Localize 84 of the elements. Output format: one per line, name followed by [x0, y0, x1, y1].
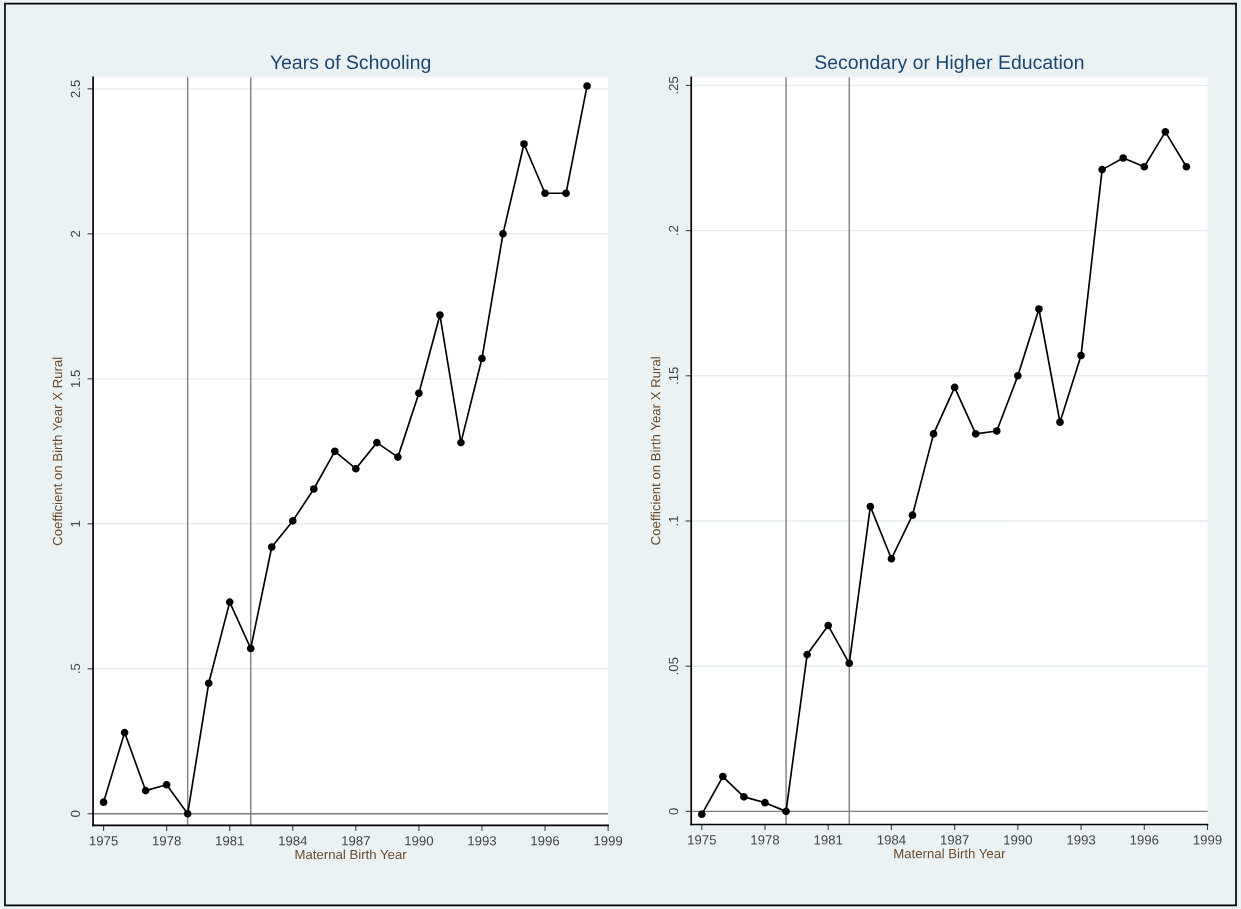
y-tick-label: .25 [668, 76, 679, 94]
y-tick-label: 2.5 [70, 80, 81, 98]
point [1056, 418, 1064, 427]
x-tick-label: 1978 [152, 836, 181, 846]
point [1035, 305, 1043, 313]
point [183, 809, 192, 818]
y-tick-label: .2 [668, 225, 679, 235]
point [141, 786, 150, 795]
y-tick-label: 1 [70, 520, 80, 527]
point [436, 311, 444, 319]
x-tick-label: 1999 [1193, 835, 1222, 845]
point [1161, 128, 1170, 136]
point [541, 189, 549, 198]
point [719, 772, 727, 781]
chart-title: Years of Schooling [270, 54, 431, 73]
point [1182, 162, 1191, 171]
point [246, 644, 255, 653]
point [866, 502, 875, 511]
point [373, 438, 381, 447]
y-axis-title: Coefficient on Birth Year X Rural [52, 357, 63, 546]
point [1098, 165, 1106, 174]
x-tick-label: 1996 [531, 836, 560, 846]
point [352, 464, 360, 473]
point [120, 728, 129, 737]
x-tick-label: 1975 [89, 836, 118, 846]
y-tick-label: 0 [70, 810, 81, 817]
y-tick-label: .05 [668, 657, 679, 675]
x-tick-label: 1990 [405, 836, 434, 846]
x-tick-label: 1981 [814, 835, 843, 845]
y-axis-title: Coefficient on Birth Year X Rural [650, 357, 661, 545]
point [309, 485, 318, 493]
y-tick-label: 0 [668, 808, 679, 815]
point [331, 447, 339, 456]
point [415, 389, 423, 398]
x-tick-label: 1996 [1130, 835, 1159, 845]
point [267, 543, 276, 551]
point [1119, 154, 1128, 162]
point [288, 517, 297, 525]
x-tick-label: 1993 [1067, 835, 1096, 845]
point [971, 430, 980, 438]
x-tick-label: 1978 [751, 835, 780, 845]
point [562, 189, 570, 198]
x-tick-label: 1987 [940, 835, 969, 845]
point [520, 140, 528, 148]
point [803, 650, 811, 659]
y-tick-label: 2 [70, 230, 80, 237]
x-tick-label: 1993 [468, 836, 497, 846]
point [478, 354, 486, 363]
point [845, 659, 854, 668]
y-tick-label: .15 [669, 367, 679, 384]
point [162, 780, 171, 789]
x-axis-title: Maternal Birth Year [894, 848, 1006, 859]
point [908, 511, 917, 520]
point [824, 621, 833, 630]
point [761, 798, 769, 807]
point [1077, 351, 1085, 360]
point [457, 438, 465, 447]
chart-title: Secondary or Higher Education [815, 54, 1084, 73]
x-tick-label: 1990 [1004, 835, 1033, 845]
x-axis-title: Maternal Birth Year [295, 849, 407, 860]
point [204, 679, 213, 688]
point [394, 453, 402, 461]
x-tick-label: 1999 [594, 836, 623, 846]
point [782, 807, 790, 816]
x-tick-label: 1975 [688, 835, 716, 845]
y-tick-label: 1.5 [70, 370, 81, 387]
y-tick-label: .5 [70, 663, 81, 674]
point [583, 82, 591, 90]
point [499, 230, 507, 238]
point [929, 430, 938, 438]
y-tick-label: .1 [669, 516, 679, 526]
x-tick-label: 1987 [342, 836, 370, 846]
point [887, 554, 896, 563]
point [697, 810, 706, 819]
point [99, 798, 108, 806]
point [992, 427, 1001, 435]
point [950, 383, 959, 392]
point [740, 793, 748, 801]
point [225, 598, 234, 606]
x-tick-label: 1984 [279, 836, 308, 846]
x-tick-label: 1981 [216, 836, 244, 846]
point [1140, 162, 1149, 171]
x-tick-label: 1984 [877, 835, 906, 845]
point [1014, 371, 1022, 380]
